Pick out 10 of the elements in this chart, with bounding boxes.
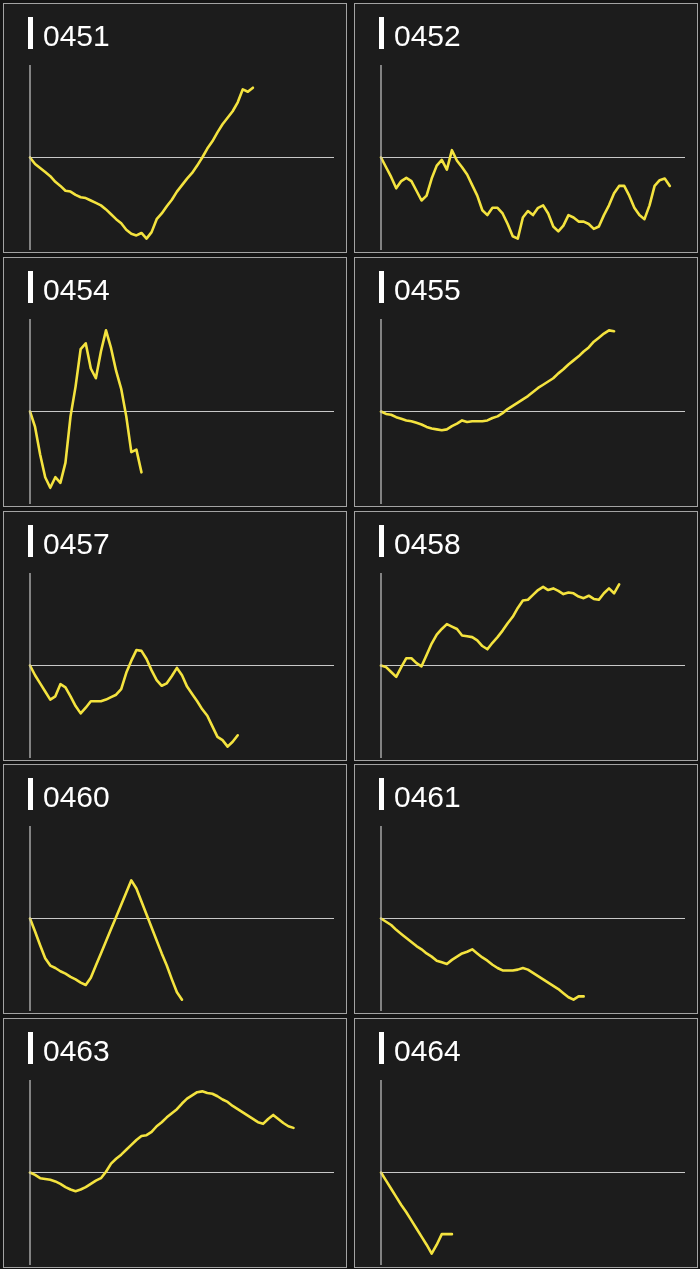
chart-title: 0455 [394, 273, 461, 306]
chart-title: 0457 [43, 527, 110, 560]
chart-title: 0451 [43, 19, 110, 52]
chart-title: 0461 [394, 780, 461, 813]
chart-title: 0452 [394, 19, 461, 52]
chart-title: 0463 [43, 1034, 110, 1067]
chart-title: 0460 [43, 780, 110, 813]
chart-title: 0458 [394, 527, 461, 560]
chart-title: 0464 [394, 1034, 461, 1067]
chart-title: 0454 [43, 273, 110, 306]
